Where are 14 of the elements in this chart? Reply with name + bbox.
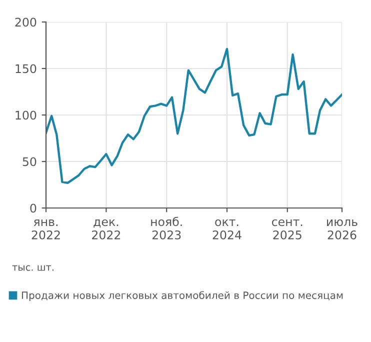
line-series bbox=[46, 48, 342, 184]
y-tick-label: 150 bbox=[16, 64, 36, 74]
x-tick-label: окт. 2024 bbox=[212, 219, 242, 240]
y-tick-label: 200 bbox=[15, 18, 36, 27]
x-tick-label: июль 2026 bbox=[327, 219, 358, 240]
x-tick-label: дек. 2022 bbox=[92, 219, 120, 240]
legend-label: Продажи новых легковых автомобилей в России по месяцам bbox=[22, 291, 343, 301]
y-tick-label: 100 bbox=[16, 110, 36, 120]
y-tick-label: 0 bbox=[30, 204, 36, 213]
text: тыс. шт. bbox=[12, 265, 54, 271]
x-tick-label: нояб. 2023 bbox=[151, 216, 182, 240]
x-tick-label: янв. 2022 bbox=[32, 220, 60, 240]
y-tick-label: 50 bbox=[22, 157, 36, 166]
x-tick-label: сент. 2025 bbox=[272, 219, 302, 240]
